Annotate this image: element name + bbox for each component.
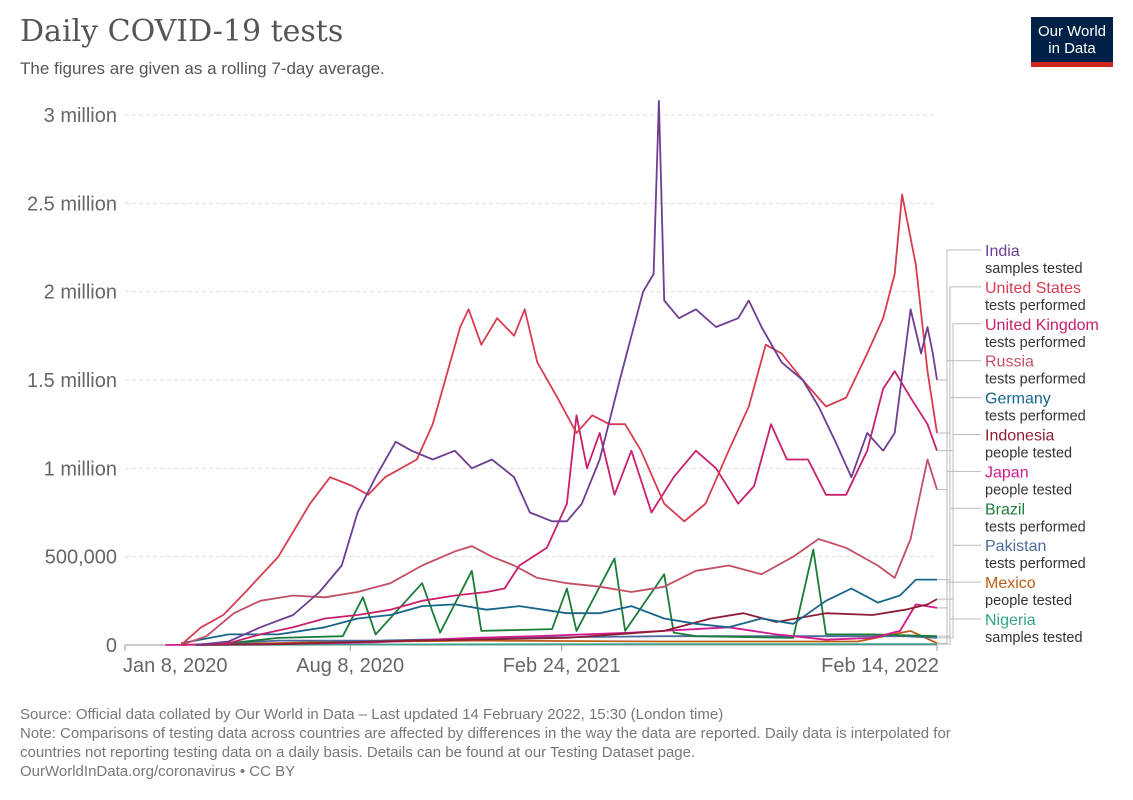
legend-label-mexico: Mexico <box>985 575 1036 592</box>
x-tick-label: Jan 8, 2020 <box>123 655 228 677</box>
legend-sublabel-pakistan: tests performed <box>985 556 1086 572</box>
y-tick-label: 3 million <box>44 105 117 127</box>
legend-connector-pakistan <box>937 544 981 639</box>
logo-accent-bar <box>1031 62 1113 67</box>
chart-title: Daily COVID-19 tests <box>20 14 344 49</box>
y-axis: 0 500,000 1 million 1.5 million 2 million 2.5… <box>27 105 117 657</box>
legend-connector-united-states <box>937 286 981 434</box>
x-tick-label: Feb 24, 2021 <box>503 655 621 677</box>
chart-subtitle: The figures are given as a rolling 7-day… <box>20 59 385 78</box>
legend-connector-brazil <box>937 507 981 637</box>
legend-label-brazil: Brazil <box>985 501 1025 518</box>
legend-sublabel-russia: tests performed <box>985 372 1086 388</box>
series-line-india <box>195 100 938 646</box>
logo-line-1: Our World <box>1037 23 1107 40</box>
x-axis: Jan 8, 2020 Aug 8, 2020 Feb 24, 2021 Feb 14… <box>123 645 939 677</box>
comparison-note: Note: Comparisons of testing data across… <box>20 725 951 742</box>
legend-label-pakistan: Pakistan <box>985 538 1046 555</box>
legend-label-united-states: United States <box>985 280 1081 297</box>
legend-connector-indonesia <box>937 434 981 600</box>
y-tick-label: 2 million <box>44 282 117 304</box>
legend-label-germany: Germany <box>985 391 1051 408</box>
y-tick-label: 1 million <box>44 458 117 480</box>
series-line-germany <box>180 578 937 645</box>
legend-sublabel-nigeria: samples tested <box>985 630 1083 646</box>
legend-label-nigeria: Nigeria <box>985 612 1036 629</box>
y-tick-label: 1.5 million <box>27 370 117 392</box>
comparison-note-continued: countries not reporting testing data on … <box>20 744 696 761</box>
legend-sublabel-united-states: tests performed <box>985 298 1086 314</box>
legend-connector-japan <box>937 470 981 609</box>
legend-connector-mexico <box>937 581 981 644</box>
x-tick-label: Aug 8, 2020 <box>296 655 404 677</box>
logo-line-2: in Data <box>1048 40 1096 57</box>
y-tick-label: 500,000 <box>45 547 117 569</box>
legend-connector-germany <box>937 397 981 581</box>
legend-connector-russia <box>937 360 981 491</box>
credit-link[interactable]: OurWorldInData.org/coronavirus • CC BY <box>20 763 296 780</box>
legend-sublabel-brazil: tests performed <box>985 519 1086 535</box>
legend-sublabel-japan: people tested <box>985 482 1072 498</box>
legend-connector-nigeria <box>937 618 981 645</box>
legend-label-russia: Russia <box>985 354 1034 371</box>
legend-connector-india <box>937 249 981 381</box>
y-tick-label: 0 <box>106 635 117 657</box>
legend-sublabel-india: samples tested <box>985 261 1083 277</box>
legend-connector-united-kingdom <box>937 323 981 452</box>
series-line-united-states <box>180 193 938 646</box>
x-tick-label: Feb 14, 2022 <box>821 655 939 677</box>
line-chart: 0 500,000 1 million 1.5 million 2 million 2.5… <box>27 100 1099 677</box>
legend-sublabel-germany: tests performed <box>985 409 1086 425</box>
legend-label-japan: Japan <box>985 464 1029 481</box>
legend-sublabel-mexico: people tested <box>985 593 1072 609</box>
legend-sublabel-indonesia: people tested <box>985 446 1072 462</box>
series-lines <box>165 100 938 646</box>
source-note: Source: Official data collated by Our Wo… <box>20 706 724 723</box>
series-line-brazil <box>213 548 938 646</box>
series-line-indonesia <box>195 598 938 646</box>
legend-label-indonesia: Indonesia <box>985 428 1054 445</box>
legend-label-india: India <box>985 243 1020 260</box>
series-line-united-kingdom <box>180 370 938 646</box>
legend-sublabel-united-kingdom: tests performed <box>985 335 1086 351</box>
footer: Source: Official data collated by Our Wo… <box>20 705 951 781</box>
legend-label-united-kingdom: United Kingdom <box>985 317 1099 334</box>
y-tick-label: 2.5 million <box>27 193 117 215</box>
owid-logo[interactable]: Our World in Data <box>1031 17 1113 67</box>
